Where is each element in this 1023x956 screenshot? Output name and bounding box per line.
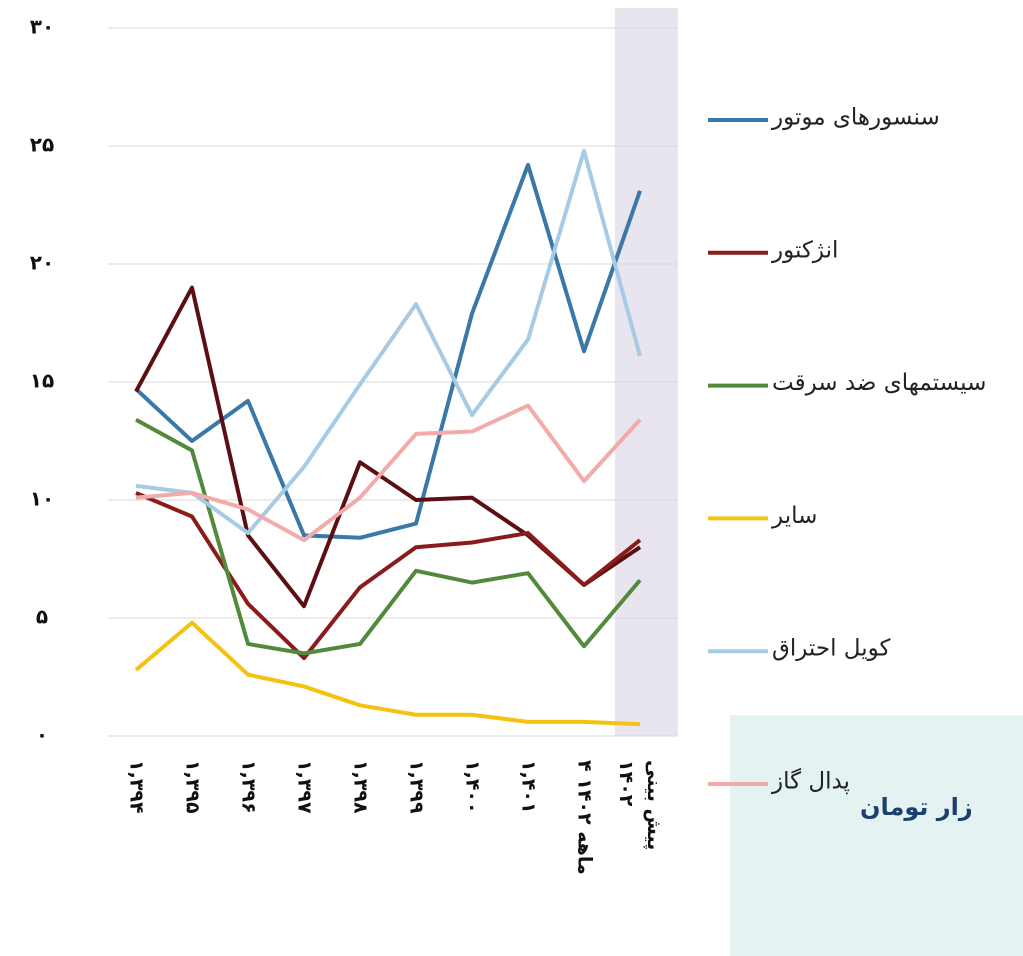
series-line	[136, 151, 640, 533]
x-tick-label: ۱,۳۹۴	[126, 760, 148, 814]
legend-label: سیستمهای ضد سرقت	[772, 370, 986, 396]
page: {"chart_data":{"type":"line", "categorie…	[0, 0, 1023, 956]
legend-label: کویل احتراق	[772, 636, 890, 662]
series-line	[136, 288, 640, 607]
x-tick-label: ۱,۳۹۹	[406, 760, 428, 814]
legend-label: انژکتور	[771, 237, 838, 263]
x-tick-label: ۱,۳۹۷	[294, 760, 316, 814]
x-tick-label: ۱,۳۹۸	[350, 760, 372, 814]
y-tick-label: ۲۵	[30, 133, 54, 157]
x-tick-label: ۱,۳۹۶	[238, 760, 260, 814]
footer: زار تومان	[860, 793, 973, 821]
forecast-band	[615, 8, 678, 736]
x-tick-label: ۱,۴۰۰	[462, 760, 484, 814]
y-tick-label: ۲۰	[30, 251, 54, 275]
background-panel	[730, 715, 1023, 956]
y-tick-label: ۰	[36, 723, 48, 747]
chart: زار تومان ۰ ۵ ۱۰ ۱۵ ۲۰ ۲۵ ۳۰ ۱,۳۹۴ ۱,۳۹۵ ۱,۳۹۶ ۱,۳…	[0, 0, 1023, 956]
legend-label: سایر	[771, 503, 817, 529]
y-tick-label: ۳۰	[30, 15, 54, 39]
x-tick-label: ۱,۳۹۵	[182, 760, 204, 814]
x-tick-label: پیش بینی۱۴۰۲	[616, 760, 666, 850]
series-line	[136, 623, 640, 724]
y-tick-label: ۵	[36, 605, 48, 629]
x-tick-label: ۴ ماهه ۱۴۰۲	[574, 760, 596, 875]
legend-label: سنسورهای موتور	[771, 105, 940, 131]
y-tick-label: ۱۰	[30, 487, 54, 511]
legend-label: پدال گاز	[771, 768, 850, 795]
x-tick-label: ۱,۴۰۱	[518, 760, 540, 814]
y-tick-label: ۱۵	[30, 369, 54, 393]
